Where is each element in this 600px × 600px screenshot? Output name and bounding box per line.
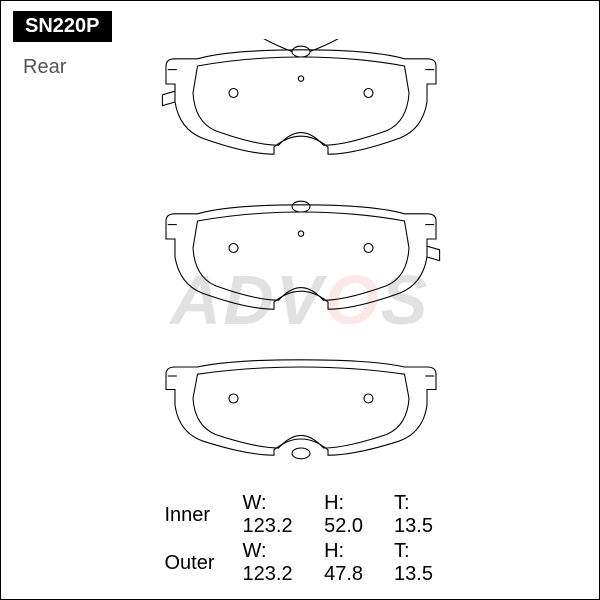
brake-pad-3	[141, 349, 461, 484]
part-number-badge: SN220P	[13, 11, 112, 42]
table-row: Outer W: 123.2 H: 47.8 T: 13.5	[151, 539, 450, 587]
brake-pad-1	[141, 39, 461, 174]
position-label: Rear	[23, 56, 66, 79]
brake-pad-2	[141, 194, 461, 329]
row-label: Outer	[151, 539, 229, 587]
dim-h: H: 52.0	[310, 491, 380, 539]
dimensions-table: Inner W: 123.2 H: 52.0 T: 13.5 Outer W: …	[151, 491, 450, 587]
table-row: Inner W: 123.2 H: 52.0 T: 13.5	[151, 491, 450, 539]
dim-w: W: 123.2	[229, 491, 311, 539]
row-label: Inner	[151, 491, 229, 539]
brake-pad-diagram	[101, 39, 501, 519]
dim-h: H: 47.8	[310, 539, 380, 587]
dim-t: T: 13.5	[380, 491, 449, 539]
dim-w: W: 123.2	[229, 539, 311, 587]
dim-t: T: 13.5	[380, 539, 449, 587]
